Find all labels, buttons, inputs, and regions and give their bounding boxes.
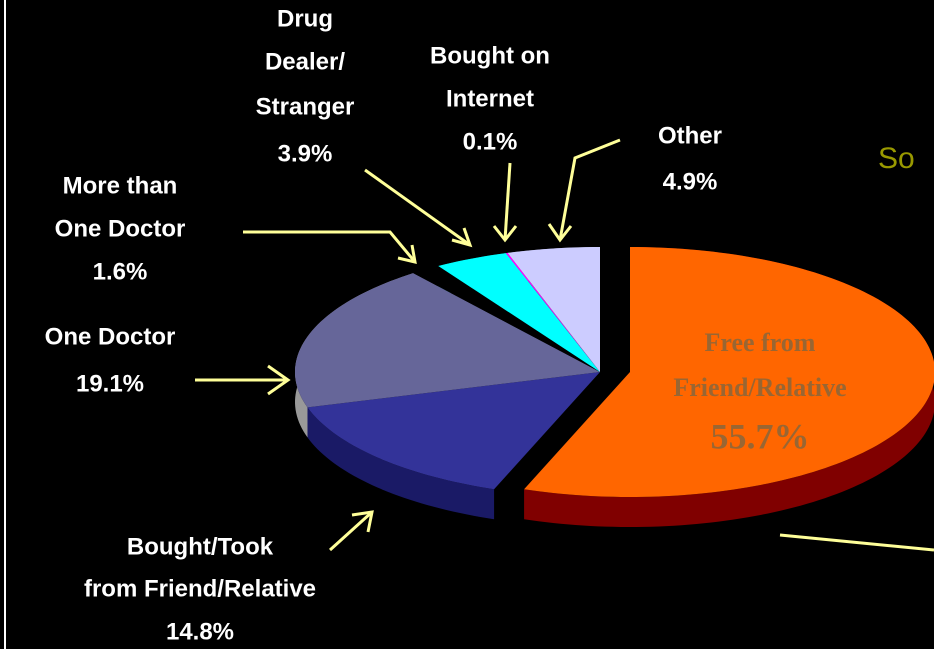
slice-label: Friend/Relative bbox=[673, 373, 846, 402]
arrow-head bbox=[267, 364, 291, 396]
arrow-head bbox=[351, 510, 374, 533]
slice-label: More than bbox=[63, 172, 178, 199]
slice-label: Stranger bbox=[256, 93, 355, 120]
slice-label: Bought/Took bbox=[127, 533, 274, 560]
arrow bbox=[503, 162, 512, 241]
value-label: 0.1% bbox=[463, 128, 518, 155]
slice-label: Bought on bbox=[430, 42, 550, 69]
pie bbox=[295, 247, 934, 527]
slice-label: Free from bbox=[705, 328, 816, 357]
value-label: 1.6% bbox=[93, 258, 148, 285]
slice bbox=[505, 252, 600, 372]
arrow bbox=[328, 510, 374, 552]
arrow-head bbox=[492, 225, 518, 243]
value-label: 19.1% bbox=[76, 370, 144, 397]
slice-label: One Doctor bbox=[45, 323, 176, 350]
slice bbox=[438, 253, 600, 372]
slice bbox=[295, 273, 600, 408]
slice-label: Other bbox=[658, 122, 722, 149]
slice-side bbox=[524, 247, 934, 527]
annotation: So bbox=[878, 142, 915, 175]
slice-label: Drug bbox=[277, 5, 333, 32]
arrow-head bbox=[397, 244, 417, 264]
value-label: 4.9% bbox=[663, 168, 718, 195]
arrow-head bbox=[547, 223, 573, 243]
slice bbox=[307, 372, 600, 490]
arrow bbox=[243, 230, 417, 263]
slice bbox=[413, 266, 600, 372]
arrow-head bbox=[451, 227, 473, 248]
value-label: 3.9% bbox=[278, 140, 333, 167]
slice-label: Internet bbox=[446, 85, 534, 112]
slice-label: One Doctor bbox=[55, 215, 186, 242]
slice bbox=[524, 247, 934, 497]
slice-label: from Friend/Relative bbox=[84, 575, 316, 602]
arrow bbox=[364, 168, 471, 247]
slice-label: Dealer/ bbox=[265, 48, 345, 75]
arrows bbox=[195, 138, 934, 552]
value-label: 14.8% bbox=[166, 618, 234, 645]
value-label: 55.7% bbox=[711, 416, 810, 456]
slice bbox=[507, 247, 600, 372]
leader-line bbox=[779, 533, 934, 552]
arrow bbox=[558, 138, 621, 241]
slice-side bbox=[307, 407, 495, 520]
